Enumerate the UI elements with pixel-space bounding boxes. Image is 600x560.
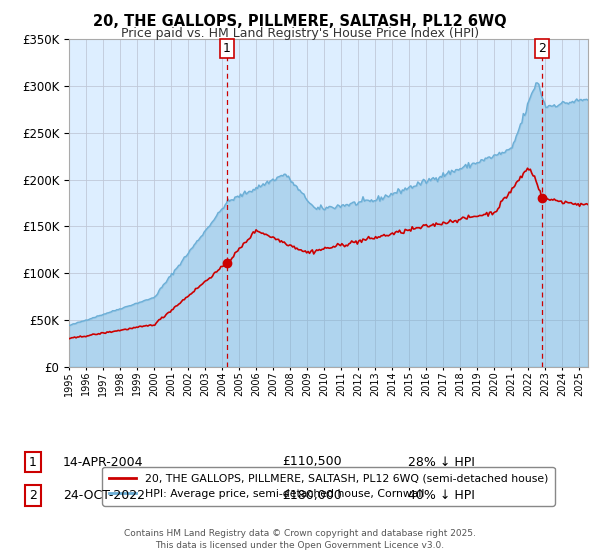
Text: 40% ↓ HPI: 40% ↓ HPI [408, 489, 475, 502]
Text: £110,500: £110,500 [282, 455, 342, 469]
Text: 1: 1 [223, 42, 231, 55]
Text: 2: 2 [538, 42, 546, 55]
Text: Price paid vs. HM Land Registry's House Price Index (HPI): Price paid vs. HM Land Registry's House … [121, 27, 479, 40]
Text: 20, THE GALLOPS, PILLMERE, SALTASH, PL12 6WQ: 20, THE GALLOPS, PILLMERE, SALTASH, PL12… [93, 14, 507, 29]
Text: 24-OCT-2022: 24-OCT-2022 [63, 489, 145, 502]
Text: 2: 2 [29, 489, 37, 502]
Text: £180,000: £180,000 [282, 489, 342, 502]
Text: 1: 1 [29, 455, 37, 469]
Text: Contains HM Land Registry data © Crown copyright and database right 2025.
This d: Contains HM Land Registry data © Crown c… [124, 529, 476, 550]
Text: 14-APR-2004: 14-APR-2004 [63, 455, 143, 469]
Text: 28% ↓ HPI: 28% ↓ HPI [408, 455, 475, 469]
Legend: 20, THE GALLOPS, PILLMERE, SALTASH, PL12 6WQ (semi-detached house), HPI: Average: 20, THE GALLOPS, PILLMERE, SALTASH, PL12… [103, 467, 554, 506]
